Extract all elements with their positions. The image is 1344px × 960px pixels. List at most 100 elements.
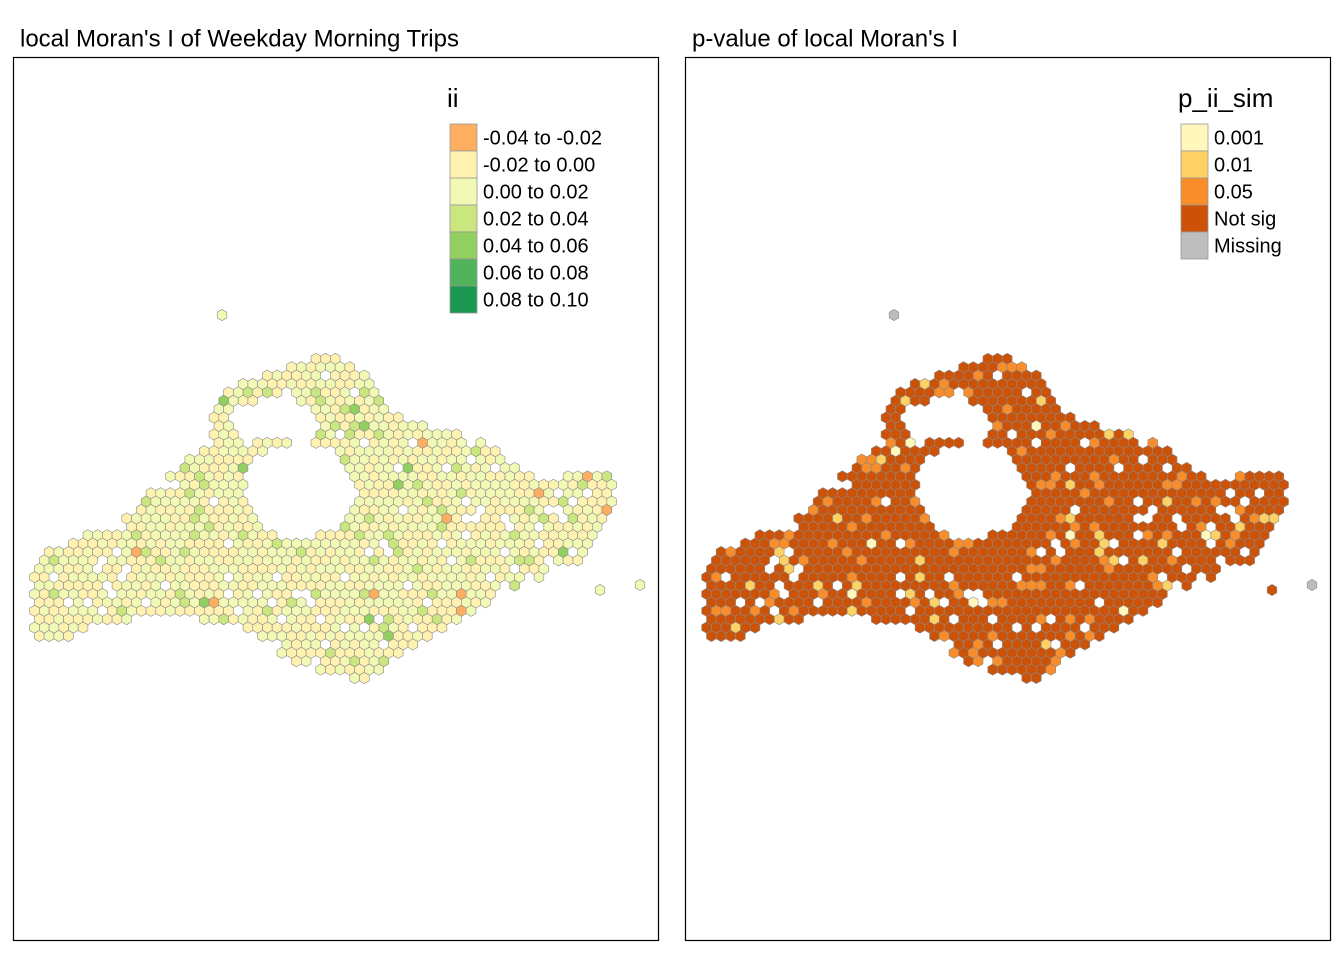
hex-cell: [92, 613, 103, 626]
hex-cell: [281, 436, 292, 449]
hex-cell: [165, 470, 176, 483]
hex-cell: [174, 604, 186, 617]
hex-cell: [480, 596, 491, 609]
hex-cell: [393, 646, 404, 659]
legend-label: 0.08 to 0.10: [483, 289, 589, 311]
hex-cell: [548, 495, 559, 508]
legend-label: -0.04 to -0.02: [483, 127, 602, 149]
legend-label: 0.00 to 0.02: [483, 181, 589, 203]
hex-cell: [1152, 596, 1163, 609]
legend-label: 0.05: [1214, 181, 1253, 203]
hex-cell: [634, 579, 646, 591]
hex-cell: [359, 672, 370, 684]
hex-cell: [136, 604, 147, 617]
hex-cell: [349, 672, 360, 684]
legend-swatch: [1180, 204, 1209, 233]
hex-cell: [1234, 554, 1246, 567]
legend-label: 0.01: [1214, 154, 1253, 176]
hex-cell: [257, 630, 268, 642]
hex-cell: [247, 394, 258, 407]
hex-cell: [783, 613, 795, 626]
legend-label: 0.06 to 0.08: [483, 262, 589, 284]
hex-cell: [199, 613, 210, 626]
legend-swatch: [1180, 177, 1209, 206]
hex-cell: [184, 604, 195, 617]
hex-cell: [909, 394, 921, 407]
hex-cell: [764, 613, 775, 626]
hex-cell: [165, 604, 176, 617]
hex-cell: [291, 655, 302, 668]
hex-cell: [973, 655, 984, 668]
hex-cell: [271, 386, 283, 399]
hex-cell: [1045, 663, 1056, 676]
hex-map: [29, 309, 646, 684]
hex-cell: [155, 604, 166, 617]
legend-swatch: [449, 231, 478, 260]
hex-cell: [808, 604, 819, 617]
legend-label: Missing: [1214, 235, 1282, 257]
hex-cell: [533, 571, 545, 584]
hex-cell: [1220, 495, 1231, 508]
hex-cell: [1266, 584, 1278, 596]
hex-cell: [900, 613, 911, 626]
legend-swatch: [449, 123, 478, 152]
hex-cell: [334, 663, 346, 676]
legend-label: Not sig: [1214, 208, 1276, 230]
hex-cell: [228, 613, 239, 626]
hex-cell: [218, 613, 229, 626]
hex-cell: [919, 394, 930, 407]
hex-cell: [296, 394, 307, 407]
hex-cell: [422, 630, 433, 642]
hex-cell: [1079, 638, 1090, 651]
hex-cell: [871, 613, 882, 626]
hex-cell: [111, 613, 123, 626]
hex-cell: [562, 554, 574, 567]
hex-cell: [436, 621, 448, 634]
hex-cell: [968, 394, 979, 407]
hex-cell: [948, 646, 959, 659]
hex-cell: [725, 630, 736, 642]
hex-cell: [997, 663, 1008, 676]
hex-cell: [1021, 672, 1032, 684]
hex-cell: [749, 621, 761, 634]
hex-map: [701, 309, 1318, 684]
hex-cell: [939, 630, 950, 642]
hex-cell: [301, 655, 312, 668]
hex-cell: [1137, 504, 1149, 516]
legend-label: 0.02 to 0.04: [483, 208, 589, 230]
hex-cell: [943, 436, 955, 449]
hex-cell: [1181, 579, 1192, 592]
hex-cell: [407, 638, 418, 651]
hex-cell: [1006, 663, 1018, 676]
hex-cell: [63, 630, 74, 642]
hex-cell: [929, 445, 940, 458]
hex-cell: [553, 554, 564, 567]
hex-cell: [594, 584, 606, 596]
hex-cell: [1137, 604, 1149, 617]
hex-cell: [987, 663, 998, 676]
hex-cell: [451, 613, 462, 626]
legend-swatch: [1180, 150, 1209, 179]
legend-title: ii: [447, 83, 459, 113]
hex-cell: [121, 613, 132, 626]
hex-cell: [1094, 630, 1105, 642]
legend-label: 0.001: [1214, 127, 1264, 149]
panel-frame: [684, 56, 1332, 942]
hex-cell: [208, 613, 220, 626]
hex-cell: [77, 621, 89, 634]
hex-cell: [982, 436, 993, 449]
hex-cell: [1244, 554, 1255, 567]
hex-cell: [837, 604, 848, 617]
hex-cell: [943, 386, 955, 399]
hex-cell: [890, 613, 901, 626]
hex-cell: [465, 604, 477, 617]
legend-label: 0.04 to 0.06: [483, 235, 589, 257]
hex-cell: [706, 630, 717, 642]
hex-cell: [1306, 579, 1318, 591]
legend-title: p_ii_sim: [1178, 83, 1273, 113]
hex-cell: [43, 630, 55, 642]
hex-cell: [267, 630, 278, 642]
hex-cell: [888, 309, 900, 321]
hex-cell: [846, 604, 858, 617]
